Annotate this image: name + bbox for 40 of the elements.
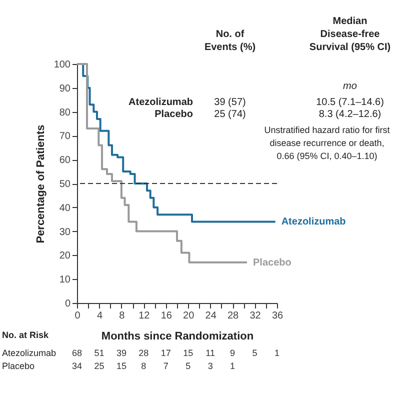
y-tick-label: 10 bbox=[59, 274, 71, 286]
text: Atezolizumab bbox=[2, 348, 56, 358]
y-axis-title: Percentage of Patients bbox=[34, 124, 47, 244]
x-tick-label: 16 bbox=[160, 310, 172, 322]
y-tick-label: 20 bbox=[59, 250, 71, 262]
x-tick-label: 24 bbox=[205, 310, 217, 322]
annotation: 25 (74) bbox=[214, 109, 246, 120]
x-tick-label: 36 bbox=[272, 310, 284, 322]
text: No. of Events (%) bbox=[204, 29, 256, 53]
text: No. at Risk bbox=[2, 330, 50, 340]
annotation: 39 (57) bbox=[214, 97, 246, 108]
series-label: Placebo bbox=[253, 257, 292, 268]
y-tick-label: 50 bbox=[59, 179, 71, 190]
text: 34 25 15 8 7 5 3 1 bbox=[72, 361, 236, 371]
y-tick-label: 60 bbox=[59, 155, 71, 166]
annotation: Atezolizumab bbox=[128, 97, 193, 108]
x-tick-label: 0 bbox=[74, 310, 81, 322]
x-axis-title: Months since Randomization bbox=[101, 330, 254, 342]
text: 10.5 (7.1–14.6) bbox=[316, 97, 384, 108]
x-tick-label: 32 bbox=[250, 310, 262, 322]
text: Median Disease-free Survival (95% CI) bbox=[309, 16, 391, 53]
annotation: Placebo bbox=[154, 109, 193, 120]
x-tick-label: 8 bbox=[119, 310, 126, 322]
y-tick-label: 0 bbox=[64, 298, 71, 310]
text: 68 51 39 28 17 15 11 9 5 1 bbox=[72, 348, 280, 358]
text: 8.3 (4.2–12.6) bbox=[318, 109, 382, 120]
y-tick-label: 40 bbox=[59, 202, 71, 214]
y-tick-label: 100 bbox=[54, 60, 71, 70]
text: mo bbox=[343, 81, 358, 92]
y-tick-label: 90 bbox=[59, 83, 71, 94]
x-tick-label: 12 bbox=[138, 310, 150, 322]
y-tick-label: 70 bbox=[59, 131, 71, 142]
series-label: Atezolizumab bbox=[281, 216, 346, 228]
x-tick-label: 28 bbox=[227, 310, 240, 322]
y-tick-label: 80 bbox=[59, 107, 71, 118]
y-tick-label: 30 bbox=[59, 226, 71, 238]
x-tick-label: 20 bbox=[183, 310, 195, 322]
annotation: Unstratified hazard ratio for first disease recurrence or death, 0.66 (95% CI, 0.40–1.10) bbox=[264, 125, 390, 161]
text: Placebo bbox=[2, 361, 35, 371]
x-tick-label: 4 bbox=[96, 310, 103, 322]
